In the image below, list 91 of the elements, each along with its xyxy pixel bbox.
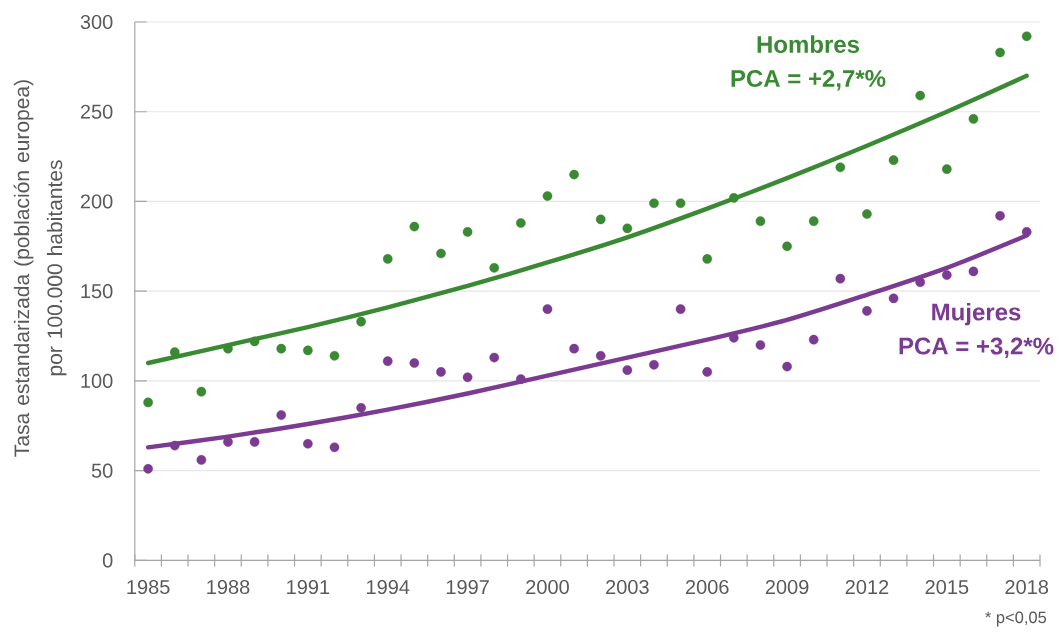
x-tick-label: 1985 (127, 579, 170, 595)
point (382, 254, 393, 264)
point (516, 218, 526, 228)
point (782, 241, 792, 252)
point (462, 372, 473, 383)
point (196, 386, 207, 397)
point (942, 270, 952, 280)
point (329, 442, 340, 453)
point (862, 306, 872, 316)
point (782, 361, 792, 372)
point (995, 211, 1005, 221)
point (249, 437, 260, 447)
point (516, 374, 526, 384)
point (915, 277, 925, 288)
point (808, 334, 819, 345)
annotation: PCA = +3,2*% (899, 337, 1054, 359)
y-tick-label: 150 (81, 284, 113, 299)
text: * p<0,05 (985, 611, 1047, 627)
point (702, 254, 713, 264)
point (276, 343, 287, 354)
y-tick-label: 0 (102, 553, 113, 568)
point (675, 198, 686, 209)
x-tick-label: 2018 (1005, 579, 1049, 595)
x-tick-label: 1991 (287, 579, 330, 595)
point (675, 304, 686, 314)
x-tick-label: 1994 (367, 579, 410, 595)
point (942, 164, 952, 174)
point (382, 356, 393, 366)
y-tick-label: 200 (80, 194, 113, 209)
point (303, 345, 313, 356)
y-tick-label: 50 (91, 463, 113, 478)
x-tick-label: 2009 (765, 579, 809, 595)
point (915, 90, 925, 101)
x-tick-label: 1988 (207, 579, 250, 595)
point (249, 336, 260, 347)
y-axis-title: Tasa estandarizada (población europea) por 100.000 habitantes (13, 80, 67, 457)
point (729, 333, 739, 343)
series-label: Mujeres (932, 302, 1021, 326)
point (622, 365, 633, 375)
point (409, 221, 420, 232)
point (409, 358, 420, 368)
text: Hombres (757, 35, 860, 53)
point (569, 343, 579, 354)
point (835, 162, 846, 173)
point (888, 155, 899, 165)
point (223, 437, 233, 447)
point (702, 367, 713, 377)
y-tick-label: 300 (80, 14, 113, 30)
point (462, 227, 473, 237)
point (995, 47, 1005, 58)
point (196, 455, 207, 465)
x-tick-label: 2012 (845, 579, 889, 595)
point (169, 440, 180, 451)
point (622, 223, 633, 234)
point (755, 340, 766, 350)
point (569, 169, 579, 180)
point (436, 367, 446, 377)
point (143, 464, 153, 474)
point (542, 304, 553, 314)
point (595, 214, 606, 225)
point (862, 209, 872, 219)
point (303, 438, 313, 449)
x-tick-label: 2006 (685, 579, 729, 595)
point (649, 359, 659, 370)
point (968, 266, 979, 277)
point (649, 198, 659, 209)
x-tick-label: 1997 (446, 579, 489, 595)
point (143, 397, 153, 408)
point (542, 191, 553, 201)
x-tick-label: 2003 (606, 579, 649, 595)
point (755, 216, 766, 226)
y-tick-label: 250 (80, 104, 113, 119)
point (436, 248, 446, 259)
point (489, 352, 500, 363)
point (356, 403, 366, 413)
point (808, 216, 819, 226)
point (968, 114, 979, 124)
annotation: PCA = +2,7*% (731, 70, 886, 91)
point (489, 263, 500, 273)
point (835, 273, 846, 284)
point (888, 293, 899, 304)
point (356, 316, 366, 327)
y-tick-label: 100 (81, 373, 113, 388)
point (1021, 31, 1032, 42)
x-tick-label: 2000 (526, 579, 569, 595)
x-tick-label: 2015 (925, 579, 969, 595)
point (729, 193, 739, 203)
point (329, 351, 340, 361)
point (1021, 227, 1032, 237)
point (595, 351, 606, 361)
point (276, 410, 287, 420)
